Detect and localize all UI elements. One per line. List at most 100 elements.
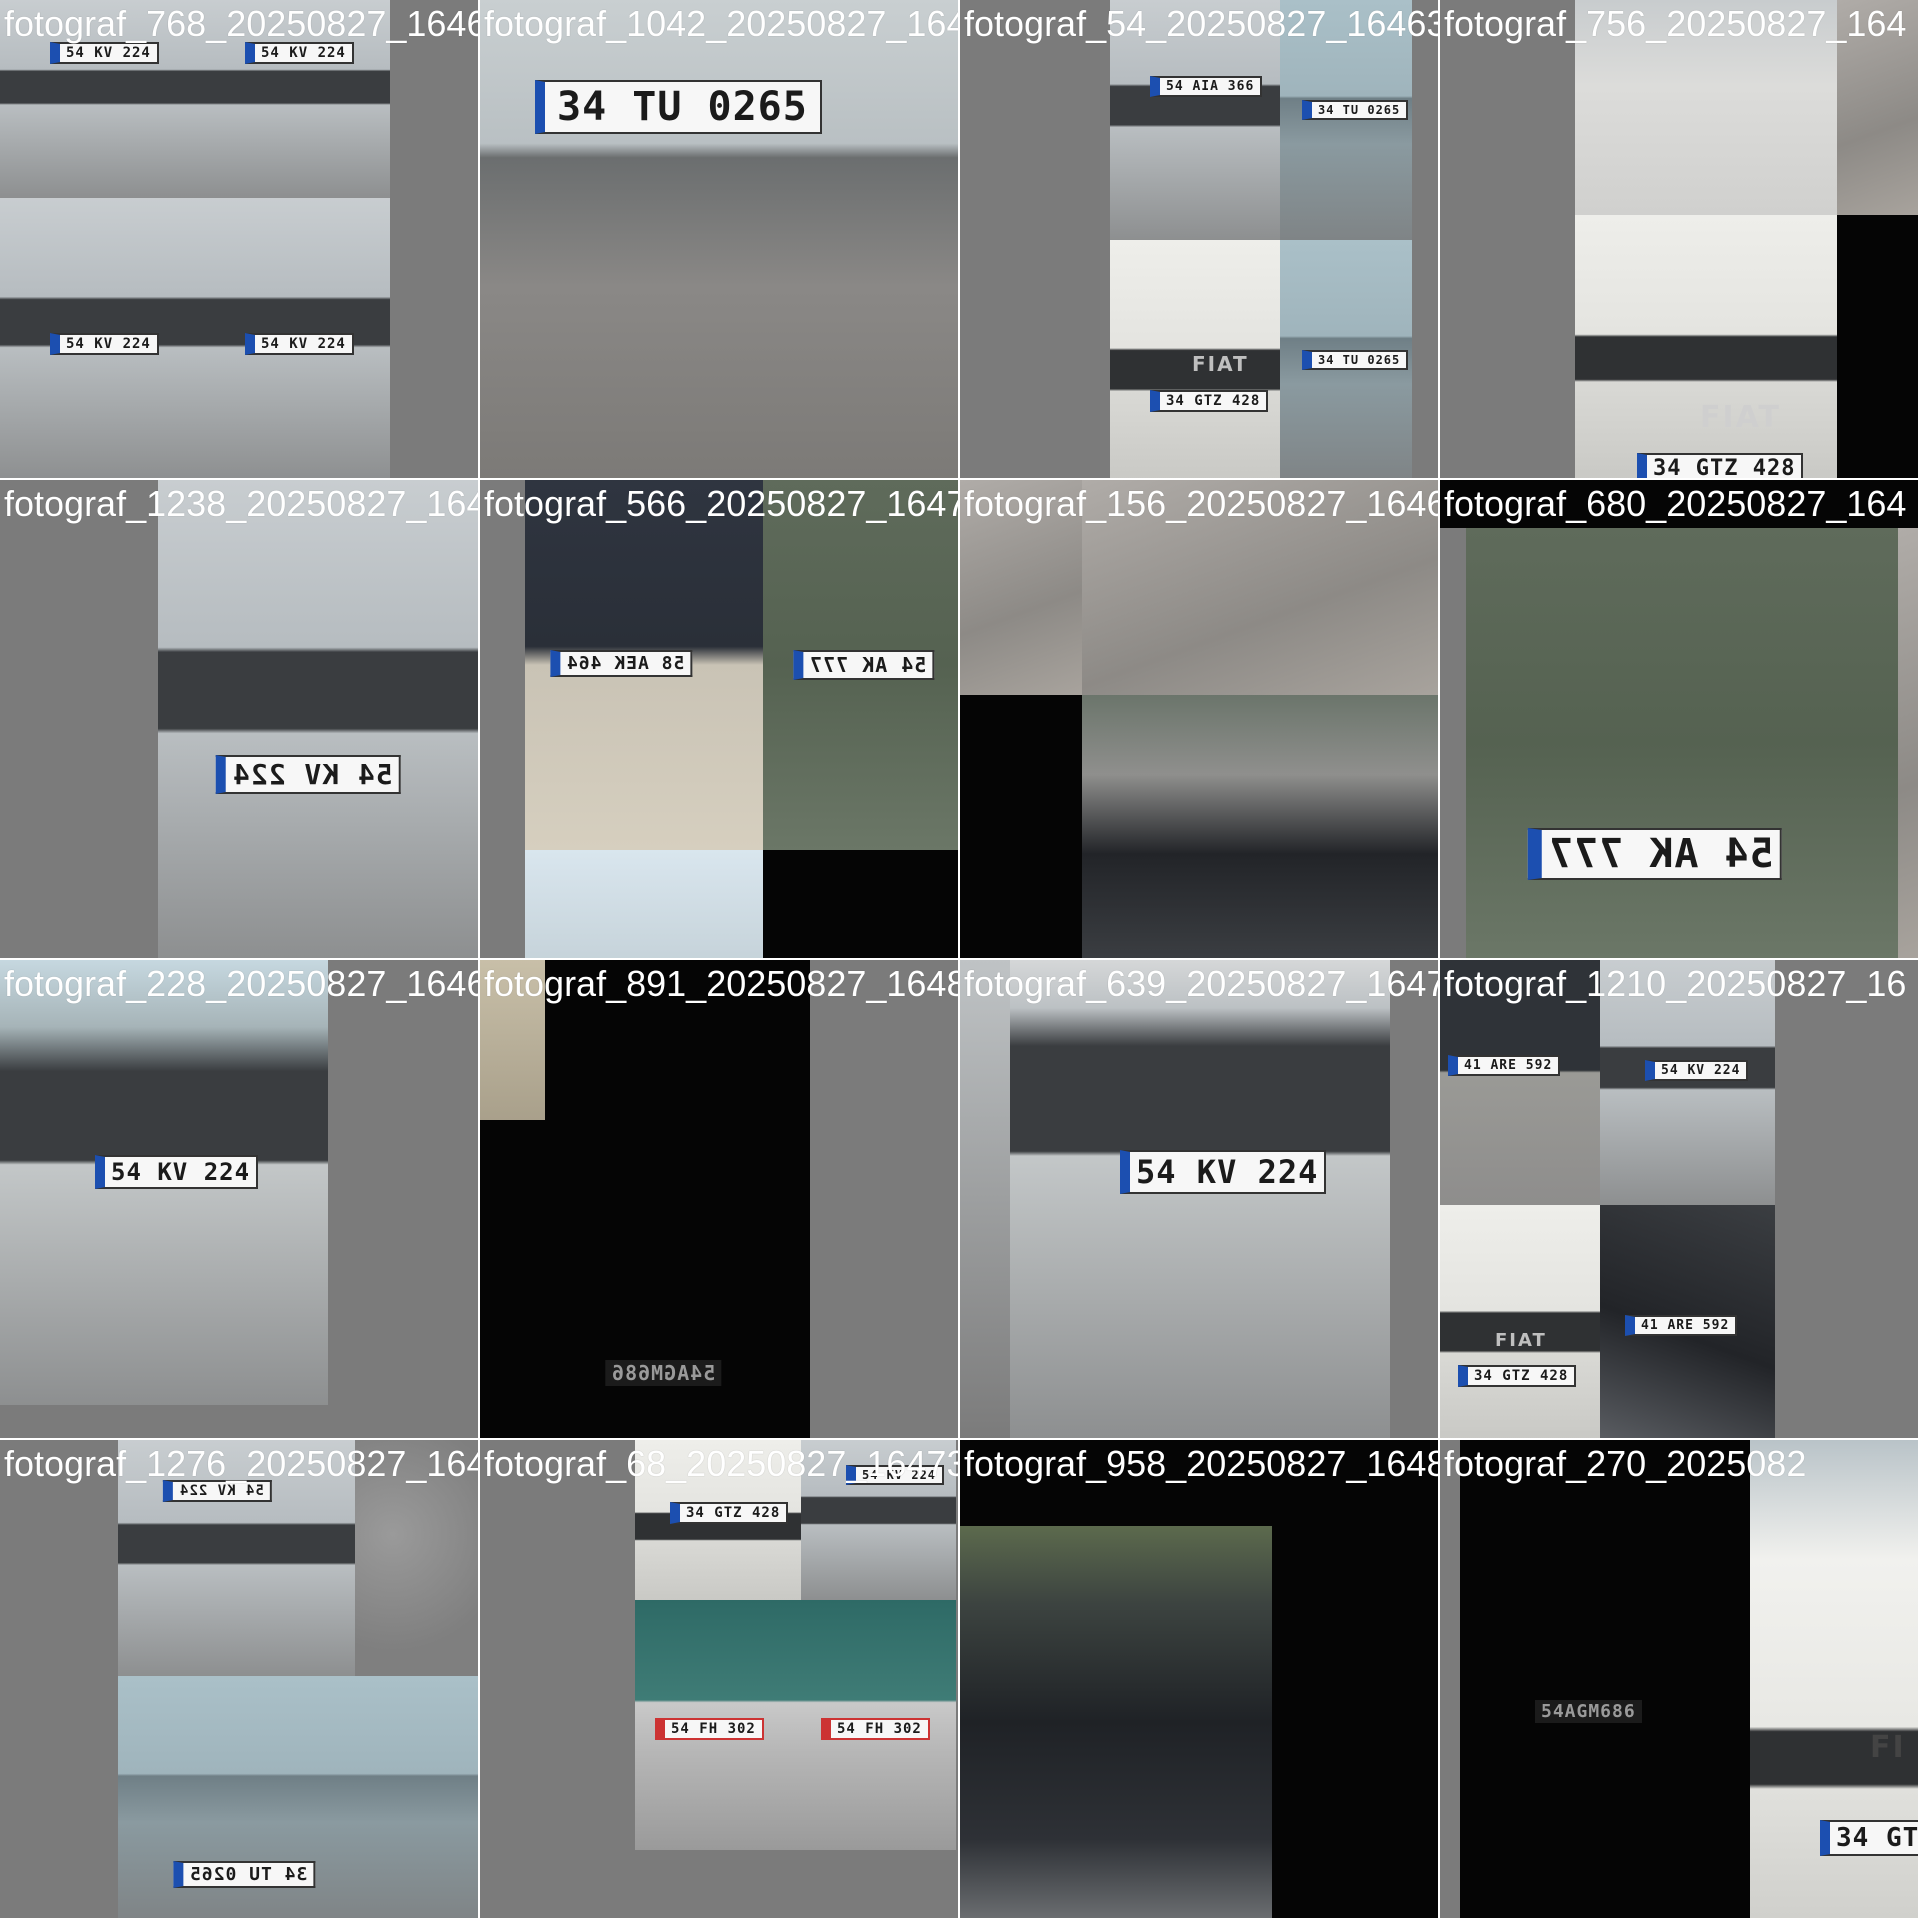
photo-cell: 54 KV 224	[195, 198, 390, 478]
license-plate: 54 AIA 366	[1150, 76, 1263, 97]
image-filename: fotograf_680_20250827_164	[1444, 483, 1907, 524]
tile-9: 54 KV 224 fotograf_228_20250827_164659.p…	[0, 960, 480, 1440]
tile-12: 41 ARE 592 54 KV 224 FIAT 34 GTZ 428 41 …	[1440, 960, 1920, 1440]
padding-cell	[801, 1850, 956, 1918]
photo-cell	[763, 850, 958, 958]
padding-cell	[1440, 1440, 1460, 1918]
photo-cell: 54 KV 224	[0, 0, 195, 198]
photo-cell: 54AGM686	[545, 1120, 810, 1438]
license-plate: 34 TU 0265	[1302, 100, 1409, 120]
photo-cell: 54 AK 777	[763, 480, 958, 850]
image-filename: fotograf_1238_20250827_164923.png	[4, 483, 478, 524]
license-plate: 41 ARE 592	[1625, 1315, 1738, 1336]
photo-cell: 41 ARE 592	[1600, 1205, 1775, 1438]
image-filename: fotograf_54_20250827_164632.png	[964, 3, 1438, 44]
padding-cell	[480, 480, 525, 850]
photo-cell: FIAT 34 GTZ 428	[1575, 215, 1837, 478]
photo-cell: 54 KV 224	[0, 198, 195, 478]
brand-badge: FIAT	[1192, 352, 1249, 376]
license-plate: 54 KV 224	[1645, 1060, 1749, 1081]
tile-1: 54 KV 224 54 KV 224 54 KV 224 54 KV 224 …	[0, 0, 480, 480]
photo-cell	[1575, 0, 1837, 215]
license-plate: 34 TU 0265	[1302, 350, 1409, 370]
photo-cell: 54 KV 224	[0, 960, 328, 1405]
image-filename: fotograf_566_20250827_164746.png	[484, 483, 958, 524]
padding-cell	[0, 1676, 118, 1918]
license-plate: 54AGM686	[605, 1360, 722, 1386]
license-plate: 54 KV 224	[95, 1155, 259, 1189]
photo-cell	[1837, 0, 1918, 215]
license-plate: 34 TU 0265	[535, 80, 822, 134]
image-filename: fotograf_1276_20250827_164929.png	[4, 1443, 478, 1484]
padding-cell	[480, 1440, 635, 1600]
photo-cell: FI 34 GT	[1750, 1440, 1918, 1918]
image-filename: fotograf_68_20250827_164732.png	[484, 1443, 958, 1484]
license-plate: 54 KV 224	[245, 42, 354, 64]
tile-16: 54AGM686 FI 34 GT fotograf_270_2025082	[1440, 1440, 1920, 1920]
photo-cell: 54 AK 777	[1466, 528, 1898, 958]
photo-cell	[960, 1440, 1272, 1526]
padding-cell	[1440, 0, 1575, 215]
photo-cell	[960, 1526, 1272, 1918]
padding-cell	[480, 850, 525, 958]
padding-cell	[956, 1600, 958, 1850]
license-plate: 34 GTZ 428	[1458, 1365, 1577, 1387]
tile-5: 54 KV 224 fotograf_1238_20250827_164923.…	[0, 480, 480, 960]
photo-cell	[1898, 528, 1918, 958]
license-plate: 54 KV 224	[245, 333, 354, 355]
padding-cell	[810, 960, 958, 1120]
padding-cell	[0, 480, 158, 958]
photo-cell: 54 FH 302	[801, 1600, 956, 1850]
tile-15: fotograf_958_20250827_164844.png	[960, 1440, 1440, 1920]
image-filename: fotograf_1210_20250827_16	[1444, 963, 1907, 1004]
photo-cell: 54 KV 224	[195, 0, 390, 198]
license-plate: 34 GTZ 428	[670, 1502, 789, 1524]
license-plate: 34 GTZ 428	[1150, 390, 1269, 412]
padding-cell	[0, 1405, 328, 1438]
padding-cell	[956, 1440, 958, 1600]
padding-cell	[956, 1850, 958, 1918]
license-plate: 54 FH 302	[655, 1718, 764, 1740]
image-filename: fotograf_958_20250827_164844.png	[964, 1443, 1438, 1484]
padding-cell	[390, 0, 478, 198]
image-filename: fotograf_891_20250827_164815.png	[484, 963, 958, 1004]
license-plate: 54 KV 224	[216, 755, 401, 794]
photo-cell	[1082, 695, 1438, 958]
photo-cell: 54 KV 224	[801, 1440, 956, 1600]
image-filename: fotograf_270_2025082	[1444, 1443, 1807, 1484]
padding-cell	[635, 1850, 801, 1918]
license-plate: 54 FH 302	[821, 1718, 930, 1740]
padding-cell	[1775, 1205, 1918, 1438]
padding-cell	[1775, 960, 1918, 1205]
padding-cell	[1440, 528, 1466, 958]
image-filename: fotograf_228_20250827_164659.png	[4, 963, 478, 1004]
license-plate: 54AGM686	[1535, 1700, 1642, 1723]
padding-cell	[1412, 0, 1438, 240]
tile-2: 34 TU 0265 fotograf_1042_20250827_164855…	[480, 0, 960, 480]
padding-cell	[1412, 240, 1438, 478]
photo-cell: 54 KV 224	[118, 1440, 355, 1676]
image-filename: fotograf_639_20250827_164758.png	[964, 963, 1438, 1004]
photo-cell	[480, 960, 545, 1120]
padding-cell	[328, 1405, 478, 1438]
tile-4: FIAT 34 GTZ 428 fotograf_756_20250827_16…	[1440, 0, 1920, 480]
image-filename: fotograf_156_20250827_164648.png	[964, 483, 1438, 524]
license-plate: 34 TU 0265	[173, 1861, 316, 1888]
photo-cell: 34 TU 0265	[118, 1676, 355, 1918]
padding-cell	[1440, 215, 1575, 478]
photo-cell	[1898, 480, 1918, 528]
padding-cell	[0, 1440, 118, 1676]
license-plate: 41 ARE 592	[1448, 1055, 1561, 1076]
padding-cell	[810, 1120, 958, 1438]
tile-3: 54 AIA 366 34 TU 0265 FIAT 34 GTZ 428 34…	[960, 0, 1440, 480]
tile-8: 54 AK 777 fotograf_680_20250827_164	[1440, 480, 1920, 960]
photo-cell	[960, 695, 1082, 958]
photo-cell: 54 KV 224	[1600, 960, 1775, 1205]
photo-cell: FIAT 34 GTZ 428	[1440, 1205, 1600, 1438]
photo-cell: 54AGM686	[1460, 1440, 1750, 1918]
photo-cell	[355, 1676, 478, 1918]
photo-cell	[1272, 1526, 1438, 1918]
photo-cell: 34 TU 0265	[480, 0, 958, 478]
photo-cell: FIAT 34 GTZ 428	[1110, 240, 1280, 478]
license-plate: 54 AK 777	[793, 650, 935, 680]
